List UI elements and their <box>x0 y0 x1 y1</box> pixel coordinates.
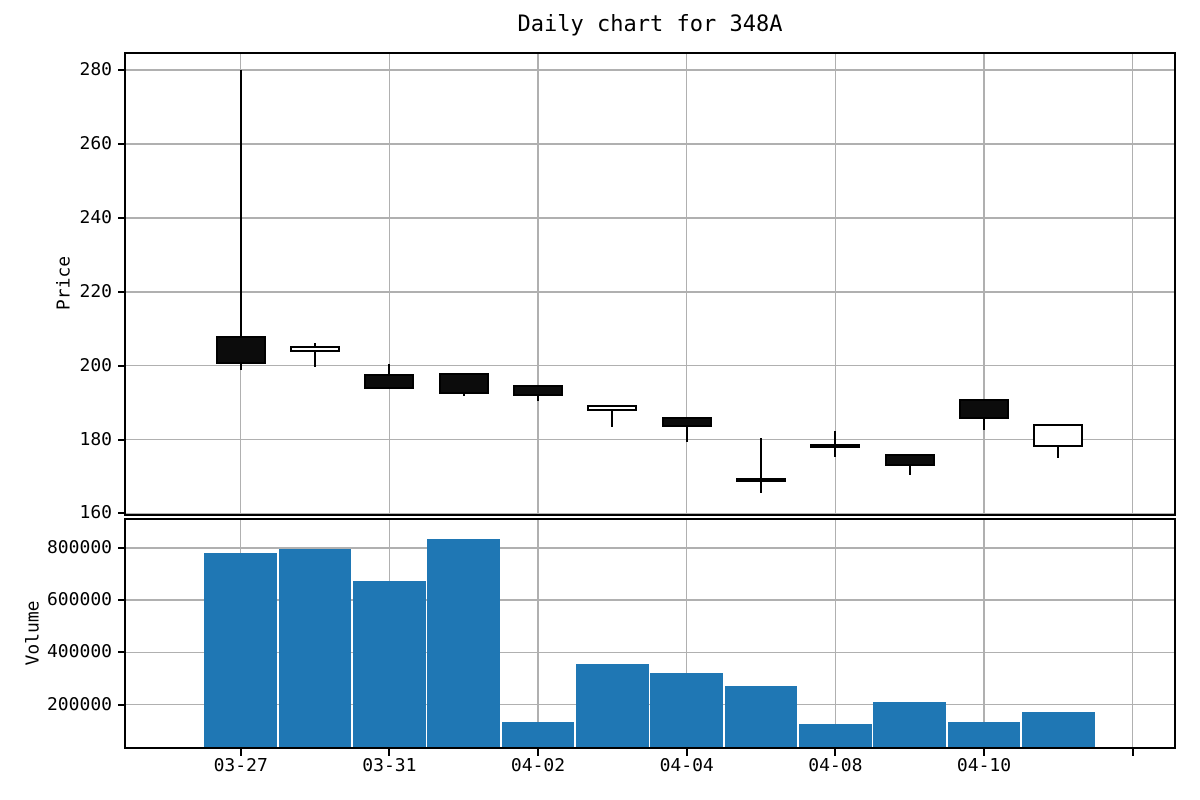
volume-bar <box>278 549 352 747</box>
volume-bar <box>353 580 426 747</box>
x-tick-label: 03-31 <box>362 755 417 776</box>
y-tick-label: 220 <box>79 280 112 302</box>
candle-wick <box>685 416 688 443</box>
volume-bar <box>799 723 872 747</box>
gridline <box>126 217 1174 219</box>
gridline <box>983 54 985 514</box>
volume-bar <box>724 686 798 747</box>
gridline <box>834 54 837 514</box>
candle-body-04-01 <box>438 373 489 394</box>
candle-body-04-08 <box>810 443 861 448</box>
candle-wick <box>239 70 242 371</box>
x-tick-label: 03-27 <box>213 755 268 776</box>
y-tick-mark <box>118 142 124 145</box>
y-tick-mark <box>118 512 124 515</box>
volume-bar <box>427 538 500 747</box>
candle-wick <box>760 438 762 493</box>
gridline <box>126 291 1174 293</box>
y-tick-mark <box>118 364 124 367</box>
candle-body-03-28 <box>290 346 341 352</box>
gridline <box>685 54 688 514</box>
candle-body-04-03 <box>587 405 638 411</box>
y-tick-label: 200000 <box>46 693 112 715</box>
volume-bar <box>1022 712 1095 747</box>
x-tick-mark <box>834 749 837 756</box>
candle-body-03-31 <box>364 373 415 389</box>
candle-body-04-09 <box>884 453 935 467</box>
y-tick-mark <box>118 651 124 654</box>
y-tick-label: 280 <box>79 59 112 81</box>
volume-bar <box>650 672 723 747</box>
x-tick-mark <box>685 749 688 756</box>
gridline <box>834 520 837 747</box>
x-tick-mark <box>239 749 242 756</box>
gridline <box>537 520 539 747</box>
gridline <box>126 512 1174 515</box>
gridline <box>126 143 1174 145</box>
volume-bar <box>204 553 277 747</box>
gridline <box>983 520 985 747</box>
price-panel <box>124 52 1176 516</box>
x-tick-label: 04-02 <box>510 755 566 776</box>
chart-title: Daily chart for 348A <box>517 12 783 37</box>
gridline <box>126 599 1174 601</box>
gridline <box>126 438 1174 441</box>
gridline <box>1131 54 1134 514</box>
y-tick-label: 400000 <box>46 641 112 663</box>
candle-body-04-07 <box>736 478 786 483</box>
y-tick-label: 600000 <box>46 589 112 611</box>
volume-bar <box>501 722 575 747</box>
volume-bar <box>576 664 649 747</box>
y-tick-label: 240 <box>79 206 112 228</box>
candle-body-04-04 <box>661 416 712 428</box>
x-tick-mark <box>983 749 985 756</box>
gridline <box>537 54 539 514</box>
candle-body-04-11 <box>1033 424 1084 447</box>
x-tick-mark <box>1131 749 1134 756</box>
gridline <box>1131 520 1134 747</box>
y-tick-mark <box>118 216 124 219</box>
y-tick-mark <box>118 547 124 550</box>
y-tick-mark <box>118 69 124 72</box>
x-tick-label: 04-08 <box>808 755 863 776</box>
y-tick-label: 200 <box>79 354 112 376</box>
volume-panel <box>124 518 1176 749</box>
candle-wick <box>611 405 614 427</box>
gridline <box>126 69 1174 71</box>
gridline <box>685 520 688 747</box>
y-tick-mark <box>118 290 124 293</box>
candle-wick <box>314 343 317 368</box>
x-tick-mark <box>388 749 391 756</box>
volume-bar <box>873 702 946 747</box>
y-tick-mark <box>118 438 124 441</box>
y-tick-mark <box>118 703 124 706</box>
x-tick-label: 04-04 <box>659 755 714 776</box>
candle-body-04-02 <box>513 385 564 396</box>
x-tick-label: 04-10 <box>956 755 1012 776</box>
x-tick-mark <box>537 749 540 756</box>
gridline <box>126 364 1174 367</box>
gridline <box>126 547 1174 549</box>
y-tick-label: 160 <box>79 502 112 524</box>
volume-bar <box>947 722 1021 747</box>
candle-body-04-10 <box>959 398 1009 419</box>
y-tick-label: 800000 <box>46 537 112 559</box>
y-tick-label: 180 <box>79 428 112 450</box>
candle-body-03-27 <box>215 336 266 364</box>
gridline <box>126 651 1174 654</box>
gridline <box>126 703 1174 706</box>
gridline <box>388 54 391 514</box>
y-tick-mark <box>118 599 124 602</box>
y-tick-label: 260 <box>79 132 112 154</box>
